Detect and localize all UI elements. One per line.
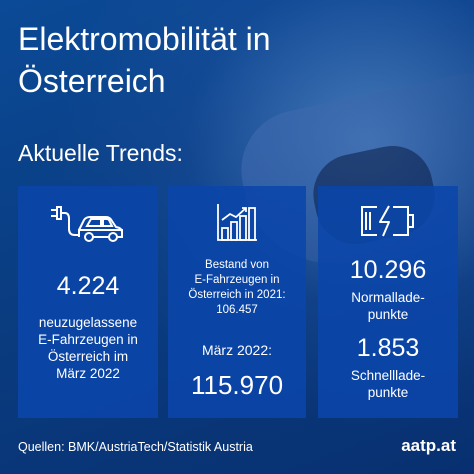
fleet-value: 115.970 xyxy=(190,370,284,400)
new-registrations-value: 4.224 xyxy=(56,272,120,300)
fleet-text-2: E-Fahrzeugen in xyxy=(194,274,280,286)
new-registrations-text-1: neuzugelassene xyxy=(38,315,138,330)
new-registrations-text-3: Österreich im xyxy=(47,349,129,364)
fast-charging-label-2: punkte xyxy=(367,385,409,400)
fleet-label: März 2022: xyxy=(201,342,273,358)
card-new-registrations: 4.224 neuzugelassene E-Fahrzeugen in Öst… xyxy=(18,186,158,418)
car-plug-icon xyxy=(47,204,129,249)
new-registrations-text-4: März 2022 xyxy=(56,366,120,381)
card-charging: 10.296 Normallade- punkte 1.853 Schnelll… xyxy=(318,186,458,418)
title-line-1: Elektromobilität in xyxy=(18,21,271,57)
new-registrations-text-2: E-Fahrzeugen in xyxy=(38,332,138,347)
fleet-text-3: Österreich in 2021: xyxy=(188,289,286,301)
page-title: Elektromobilität in Österreich xyxy=(18,18,438,102)
brand-logo-text: aatp.at xyxy=(401,436,456,455)
normal-charging-label-1: Normallade- xyxy=(351,290,425,305)
sources-text: Quellen: BMK/AustriaTech/Statistik Austr… xyxy=(18,440,253,454)
card-fleet: Bestand von E-Fahrzeugen in Österreich i… xyxy=(168,186,306,418)
fleet-text-1: Bestand von xyxy=(205,259,269,271)
fast-charging-value: 1.853 xyxy=(356,334,420,362)
fast-charging-label-1: Schnelllade- xyxy=(350,368,426,383)
battery-charging-icon xyxy=(359,204,417,243)
normal-charging-label-2: punkte xyxy=(367,307,409,322)
subtitle: Aktuelle Trends: xyxy=(18,140,183,166)
title-line-2: Österreich xyxy=(18,63,166,99)
normal-charging-value: 10.296 xyxy=(349,256,427,284)
fleet-text-4: 106.457 xyxy=(216,304,258,316)
bar-chart-icon xyxy=(216,202,258,247)
